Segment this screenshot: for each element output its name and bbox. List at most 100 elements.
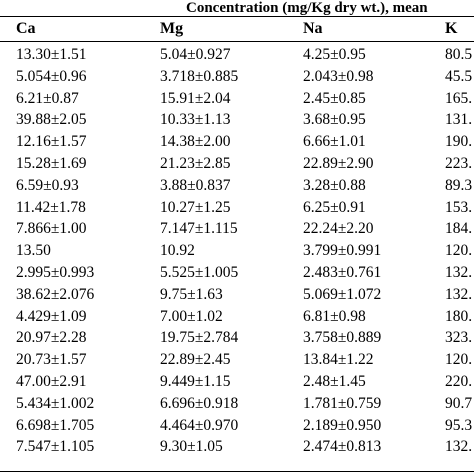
cell-na: 2.189±0.950 <box>303 416 382 434</box>
cell-k: 120. <box>445 351 473 369</box>
cell-mg: 10.33±1.13 <box>160 111 231 129</box>
table-row: 13.50 10.92 3.799±0.991 120. <box>0 240 474 262</box>
cell-mg: 7.00±1.02 <box>160 307 223 325</box>
header-row: Ca Mg Na K <box>0 18 474 40</box>
cell-k: 223. <box>445 154 473 172</box>
bottom-rule <box>0 471 474 472</box>
cell-ca: 2.995±0.993 <box>16 263 95 281</box>
table-row: 39.88±2.05 10.33±1.13 3.68±0.95 131. <box>0 109 474 131</box>
cell-mg: 21.23±2.85 <box>160 154 231 172</box>
cell-mg: 6.696±0.918 <box>160 394 239 412</box>
cell-mg: 9.449±1.15 <box>160 372 231 390</box>
table-row: 5.434±1.002 6.696±0.918 1.781±0.759 90.7 <box>0 393 474 415</box>
table-row: 15.28±1.69 21.23±2.85 22.89±2.90 223. <box>0 153 474 175</box>
table-row: 6.21±0.87 15.91±2.04 2.45±0.85 165. <box>0 88 474 110</box>
cell-na: 1.781±0.759 <box>303 394 382 412</box>
column-header-k: K <box>445 20 458 37</box>
table-row: 20.73±1.57 22.89±2.45 13.84±1.22 120. <box>0 349 474 371</box>
cell-mg: 19.75±2.784 <box>160 329 239 347</box>
cell-na: 2.45±0.85 <box>303 89 366 107</box>
table-row: 11.42±1.78 10.27±1.25 6.25±0.91 153. <box>0 197 474 219</box>
top-rule <box>0 16 474 17</box>
cell-na: 5.069±1.072 <box>303 285 382 303</box>
cell-k: 132. <box>445 285 473 303</box>
cell-k: 132. <box>445 438 473 456</box>
cell-ca: 20.97±2.28 <box>16 329 87 347</box>
cell-ca: 13.50 <box>16 242 51 260</box>
cell-mg: 5.04±0.927 <box>160 46 231 63</box>
cell-mg: 10.92 <box>160 242 195 260</box>
column-header-ca: Ca <box>16 20 36 37</box>
table-row: 47.00±2.91 9.449±1.15 2.48±1.45 220. <box>0 371 474 393</box>
cell-k: 131. <box>445 111 473 129</box>
cell-na: 3.799±0.991 <box>303 242 382 260</box>
cell-ca: 5.434±1.002 <box>16 394 95 412</box>
cell-na: 2.043±0.98 <box>303 67 374 85</box>
table-row: 13.30±1.51 5.04±0.927 4.25±0.95 80.5 <box>0 44 474 66</box>
cell-k: 184. <box>445 220 473 238</box>
cell-k: 95.3 <box>445 416 473 434</box>
header-rule <box>0 41 474 42</box>
cell-ca: 20.73±1.57 <box>16 351 87 369</box>
cell-na: 4.25±0.95 <box>303 46 366 63</box>
cell-na: 2.474±0.813 <box>303 438 382 456</box>
table-row: 5.054±0.96 3.718±0.885 2.043±0.98 45.5 <box>0 66 474 88</box>
cell-mg: 9.75±1.63 <box>160 285 223 303</box>
cell-na: 2.483±0.761 <box>303 263 382 281</box>
cell-ca: 47.00±2.91 <box>16 372 87 390</box>
cell-mg: 3.718±0.885 <box>160 67 239 85</box>
table-row: 38.62±2.076 9.75±1.63 5.069±1.072 132. <box>0 284 474 306</box>
cell-ca: 11.42±1.78 <box>16 198 86 216</box>
cell-k: 120. <box>445 242 473 260</box>
table-caption: Concentration (mg/Kg dry wt.), mean <box>186 0 428 16</box>
cell-ca: 12.16±1.57 <box>16 133 87 151</box>
cell-mg: 7.147±1.115 <box>160 220 238 238</box>
cell-mg: 4.464±0.970 <box>160 416 239 434</box>
cell-ca: 7.547±1.105 <box>16 438 95 456</box>
cell-mg: 3.88±0.837 <box>160 176 231 194</box>
table-row: 6.59±0.93 3.88±0.837 3.28±0.88 89.3 <box>0 175 474 197</box>
cell-k: 132. <box>445 263 473 281</box>
cell-ca: 38.62±2.076 <box>16 285 95 303</box>
table-body: 13.30±1.51 5.04±0.927 4.25±0.95 80.5 5.054±0… <box>0 44 474 458</box>
table-row: 6.698±1.705 4.464±0.970 2.189±0.950 95.3 <box>0 415 474 437</box>
cell-mg: 15.91±2.04 <box>160 89 231 107</box>
table-row: 20.97±2.28 19.75±2.784 3.758±0.889 323. <box>0 327 474 349</box>
cell-k: 153. <box>445 198 473 216</box>
cell-mg: 5.525±1.005 <box>160 263 239 281</box>
cell-na: 3.758±0.889 <box>303 329 382 347</box>
cell-na: 22.24±2.20 <box>303 220 374 238</box>
cell-ca: 15.28±1.69 <box>16 154 87 172</box>
cell-na: 6.81±0.98 <box>303 307 366 325</box>
cell-ca: 39.88±2.05 <box>16 111 87 129</box>
table-row: 2.995±0.993 5.525±1.005 2.483±0.761 132. <box>0 262 474 284</box>
cell-na: 3.68±0.95 <box>303 111 366 129</box>
column-header-mg: Mg <box>160 20 184 37</box>
cell-k: 165. <box>445 89 473 107</box>
cell-na: 2.48±1.45 <box>303 372 366 390</box>
cell-ca: 4.429±1.09 <box>16 307 87 325</box>
cell-ca: 6.21±0.87 <box>16 89 79 107</box>
cell-na: 6.25±0.91 <box>303 198 366 216</box>
cell-k: 89.3 <box>445 176 473 194</box>
cell-k: 190. <box>445 133 473 151</box>
table-row: 7.866±1.00 7.147±1.115 22.24±2.20 184. <box>0 218 474 240</box>
cell-mg: 9.30±1.05 <box>160 438 223 456</box>
column-header-na: Na <box>303 20 323 37</box>
cell-ca: 7.866±1.00 <box>16 220 87 238</box>
cell-ca: 13.30±1.51 <box>16 46 87 63</box>
cell-ca: 5.054±0.96 <box>16 67 87 85</box>
cell-ca: 6.59±0.93 <box>16 176 79 194</box>
table-row: 4.429±1.09 7.00±1.02 6.81±0.98 180. <box>0 306 474 328</box>
cell-mg: 22.89±2.45 <box>160 351 231 369</box>
cell-mg: 14.38±2.00 <box>160 133 231 151</box>
cell-k: 45.5 <box>445 67 473 85</box>
cell-k: 80.5 <box>445 46 473 63</box>
cell-k: 180. <box>445 307 473 325</box>
cell-k: 90.7 <box>445 394 473 412</box>
cell-k: 323. <box>445 329 473 347</box>
table-row: 12.16±1.57 14.38±2.00 6.66±1.01 190. <box>0 131 474 153</box>
cell-na: 3.28±0.88 <box>303 176 366 194</box>
cell-mg: 10.27±1.25 <box>160 198 231 216</box>
